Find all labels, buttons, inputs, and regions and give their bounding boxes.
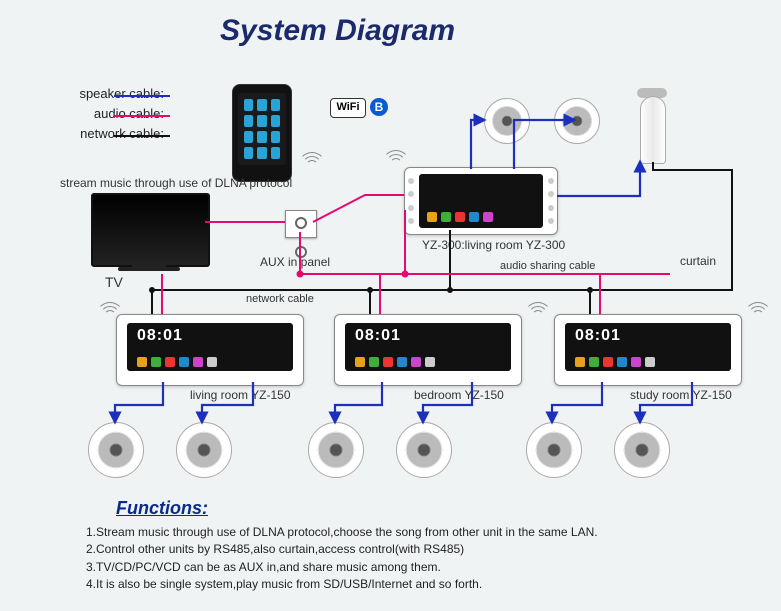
panel-study: 08:01 (554, 314, 742, 386)
legend-speaker: speaker cable: (4, 86, 164, 106)
speaker-top-2 (554, 98, 600, 144)
waves-bedroom (522, 300, 552, 330)
legend-audio: audio cable: (4, 106, 164, 126)
functions-heading: Functions: (116, 498, 208, 519)
panel-study-label: study room YZ-150 (630, 388, 732, 402)
legend: speaker cable: audio cable: network cabl… (4, 86, 164, 146)
speaker-b3 (308, 422, 364, 478)
audio-share-label: audio sharing cable (500, 260, 595, 272)
aux-panel (285, 210, 317, 238)
func-line-4: 4.It is also be single system,play music… (86, 576, 726, 593)
bluetooth-icon: B (370, 98, 388, 116)
speaker-b5 (526, 422, 582, 478)
tv (91, 193, 210, 267)
tv-base (118, 267, 180, 271)
dlna-caption: stream music through use of DLNA protoco… (60, 176, 292, 190)
legend-network: network cable: (4, 126, 164, 146)
panel-living-time: 08:01 (137, 327, 183, 345)
speaker-top-1 (484, 98, 530, 144)
func-line-1: 1.Stream music through use of DLNA proto… (86, 524, 726, 541)
page-title: System Diagram (220, 14, 455, 48)
panel-study-time: 08:01 (575, 327, 621, 345)
panel-living: 08:01 (116, 314, 304, 386)
wifi-icon: WiFi (330, 98, 366, 118)
curtain-label: curtain (680, 254, 716, 268)
network-label: network cable (246, 293, 314, 305)
speaker-b6 (614, 422, 670, 478)
func-line-3: 3.TV/CD/PC/VCD can be as AUX in,and shar… (86, 559, 726, 576)
waves-yz300 (380, 148, 410, 178)
panel-bedroom: 08:01 (334, 314, 522, 386)
waves-study (742, 300, 772, 330)
speaker-b1 (88, 422, 144, 478)
smartphone (232, 84, 292, 182)
aux-jack-1 (295, 217, 307, 229)
panel-yz300 (404, 167, 558, 235)
panel-bedroom-time: 08:01 (355, 327, 401, 345)
waves-phone (296, 150, 326, 180)
waves-living (94, 300, 124, 330)
panel-bedroom-label: bedroom YZ-150 (414, 388, 504, 402)
tv-label: TV (105, 274, 123, 290)
func-line-2: 2.Control other units by RS485,also curt… (86, 541, 726, 558)
functions-body: 1.Stream music through use of DLNA proto… (86, 524, 726, 594)
aux-label: AUX in panel (260, 255, 330, 269)
curtain (640, 96, 666, 164)
speaker-b2 (176, 422, 232, 478)
panel-living-label: living room YZ-150 (190, 388, 291, 402)
panel-yz300-label: YZ-300:living room YZ-300 (422, 238, 565, 252)
speaker-b4 (396, 422, 452, 478)
